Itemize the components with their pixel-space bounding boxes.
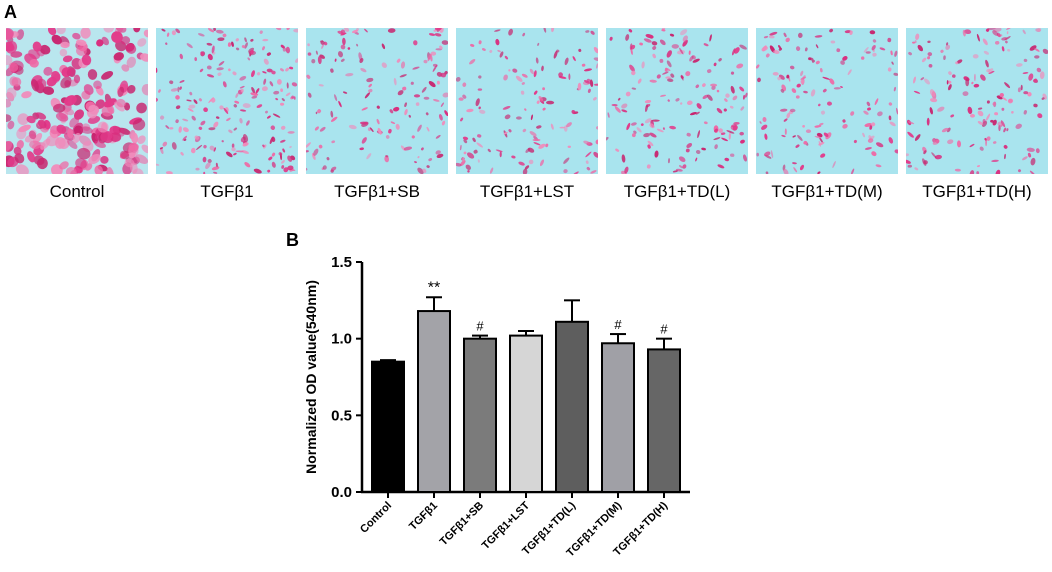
x-tick-label: TGFβ1 (407, 500, 440, 533)
x-tick-label: TGFβ1+SB (438, 500, 486, 548)
micrograph-caption: TGFβ1+LST (479, 182, 575, 201)
bar (417, 310, 451, 493)
significance-label: # (660, 322, 668, 337)
micrograph-caption: Control (49, 182, 105, 201)
micrograph-caption: TGFβ1+TD(H) (922, 182, 1032, 201)
micrograph-caption: TGFβ1+TD(M) (771, 182, 883, 201)
micrograph-image (456, 28, 598, 174)
micrograph-image (756, 28, 898, 174)
panel-label-b: B (286, 230, 299, 250)
bar (371, 360, 405, 493)
micrograph-image (306, 28, 448, 174)
bar-chart: 0.0 0.5 1.0 1.5 Normalized OD value(540nm) Co… (303, 254, 690, 559)
x-tick-label: Control (358, 500, 394, 536)
significance-label: ** (428, 279, 440, 296)
micrograph-caption: TGFβ1 (200, 182, 254, 201)
micrograph-image (156, 28, 298, 174)
y-tick-label: 1.0 (331, 331, 352, 348)
bar (555, 320, 589, 493)
significance-label: # (614, 317, 622, 332)
y-tick-label: 1.5 (331, 254, 352, 271)
micrograph-caption: TGFβ1+SB (334, 182, 420, 201)
bar (647, 348, 681, 494)
micrograph-image (6, 28, 148, 174)
y-tick-label: 0.5 (331, 407, 352, 424)
micrograph-caption: TGFβ1+TD(L) (623, 182, 731, 201)
panel-label-a: A (4, 2, 17, 22)
micrograph-image (606, 28, 748, 174)
y-tick-label: 0.0 (331, 484, 352, 501)
bar (463, 337, 497, 493)
bar (601, 342, 635, 494)
significance-label: # (476, 319, 484, 334)
y-axis-label: Normalized OD value(540nm) (303, 280, 319, 474)
bar (509, 334, 543, 493)
micrograph-image (906, 28, 1048, 174)
